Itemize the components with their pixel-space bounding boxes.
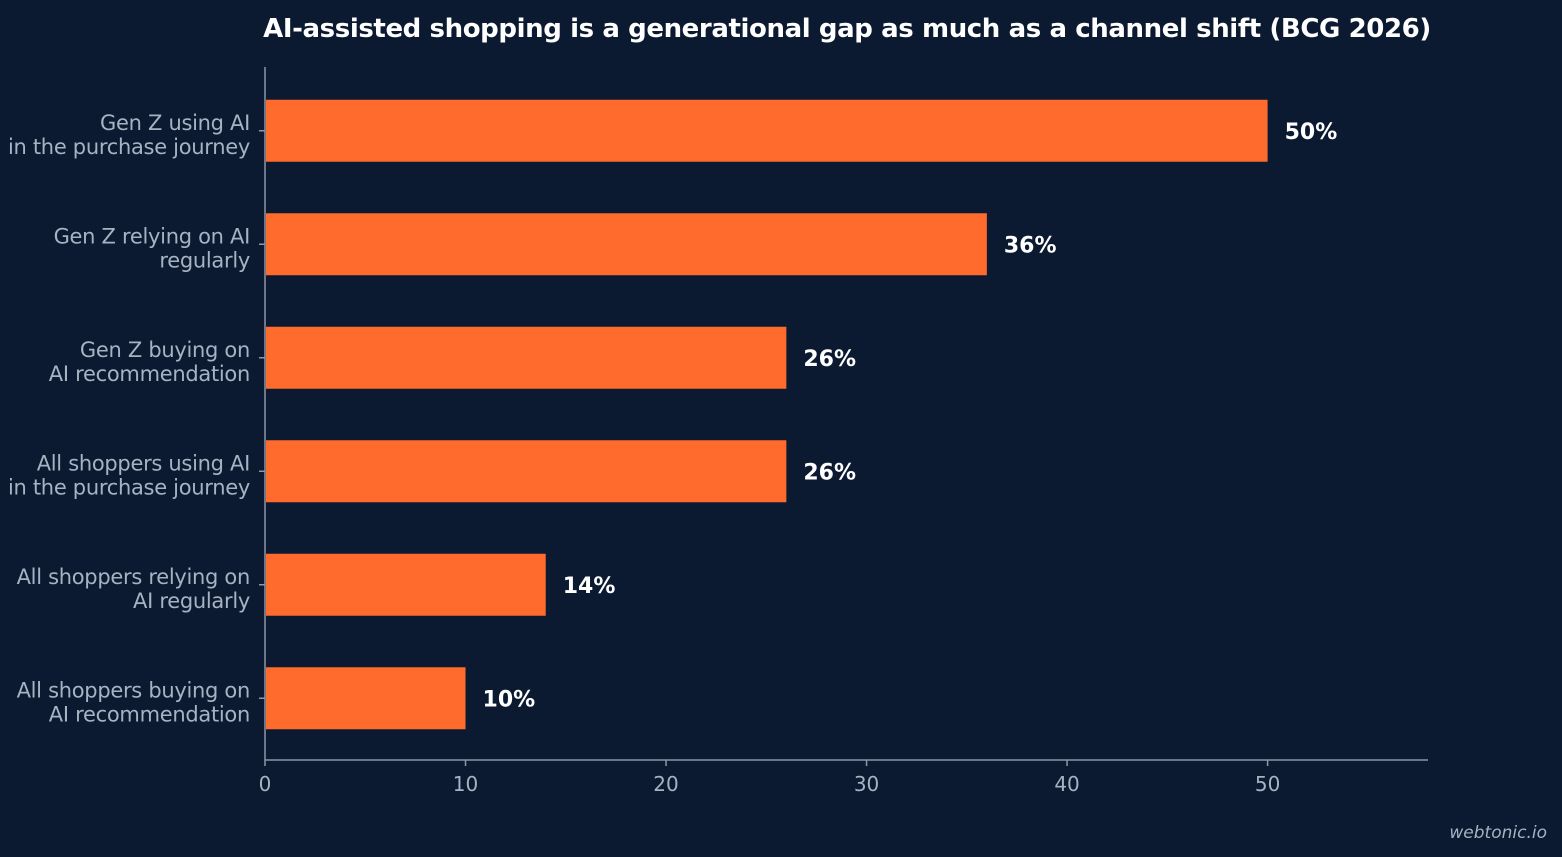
bar-value-label: 26% <box>803 460 856 485</box>
category-label: All shoppers buying on AI recommendation <box>17 678 250 726</box>
bar-value-label: 14% <box>563 574 616 599</box>
y-axis: Gen Z using AI in the purchase journeyGen… <box>8 67 266 760</box>
bar-value-label: 50% <box>1285 120 1338 145</box>
value-labels: 50% 36% 26% 26% 14% 10% <box>483 120 1338 713</box>
x-tick-label: 10 <box>453 772 478 796</box>
bar-value-label: 36% <box>1004 233 1057 258</box>
category-label-line: AI recommendation <box>49 702 250 726</box>
x-tick-label: 50 <box>1255 772 1280 796</box>
category-label-line: in the purchase journey <box>8 135 250 159</box>
bar <box>266 667 466 730</box>
category-label-line: All shoppers buying on <box>17 678 250 702</box>
category-label-line: Gen Z using AI <box>100 111 250 135</box>
bar <box>266 440 787 503</box>
x-tick-label: 20 <box>653 772 678 796</box>
bar <box>266 326 787 389</box>
category-label: Gen Z relying on AI regularly <box>54 224 250 272</box>
x-tick-label: 30 <box>854 772 879 796</box>
x-tick-label: 40 <box>1054 772 1079 796</box>
category-label-line: Gen Z relying on AI <box>54 224 250 248</box>
bar <box>266 213 987 276</box>
category-label-line: regularly <box>159 248 250 272</box>
bars <box>266 99 1268 730</box>
bar <box>266 99 1268 162</box>
category-label: Gen Z using AI in the purchase journey <box>8 111 250 159</box>
x-tick-label: 0 <box>259 772 272 796</box>
bar-value-label: 26% <box>803 347 856 372</box>
category-label-line: Gen Z buying on <box>80 338 250 362</box>
watermark: webtonic.io <box>1449 823 1547 843</box>
chart-title: AI-assisted shopping is a generational g… <box>263 14 1431 44</box>
category-label-line: in the purchase journey <box>8 475 250 499</box>
category-label-line: All shoppers using AI <box>37 451 250 475</box>
bar <box>266 553 546 616</box>
category-label-line: All shoppers relying on <box>17 565 250 589</box>
category-label-line: AI regularly <box>133 589 250 613</box>
category-label: Gen Z buying on AI recommendation <box>49 338 250 386</box>
x-axis: 0 10 20 30 40 50 <box>259 759 1428 796</box>
category-label-line: AI recommendation <box>49 362 250 386</box>
category-label: All shoppers using AI in the purchase jou… <box>8 451 250 499</box>
plot-area: 50%36%26%26%14%10% Gen Z using AI in the … <box>8 67 1428 796</box>
bar-value-label: 10% <box>483 687 536 712</box>
category-label: All shoppers relying on AI regularly <box>17 565 250 613</box>
